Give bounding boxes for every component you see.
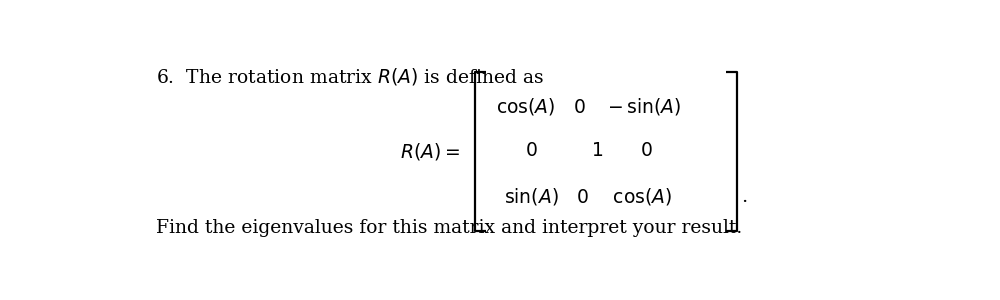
Text: $\mathrm{sin}(A) \quad 0 \quad\ \mathrm{cos}(A)$: $\mathrm{sin}(A) \quad 0 \quad\ \mathrm{… [504,186,673,207]
Text: $0 \qquad\quad 1 \qquad 0$: $0 \qquad\quad 1 \qquad 0$ [525,142,652,160]
Text: 6.  The rotation matrix $R(A)$ is defined as: 6. The rotation matrix $R(A)$ is defined… [156,66,544,87]
Text: $R(A) =$: $R(A) =$ [400,141,460,162]
Text: .: . [741,188,747,206]
Text: $\mathrm{cos}(A) \quad 0 \quad -\mathrm{sin}(A)$: $\mathrm{cos}(A) \quad 0 \quad -\mathrm{… [496,96,681,117]
Text: Find the eigenvalues for this matrix and interpret your result.: Find the eigenvalues for this matrix and… [156,219,742,237]
